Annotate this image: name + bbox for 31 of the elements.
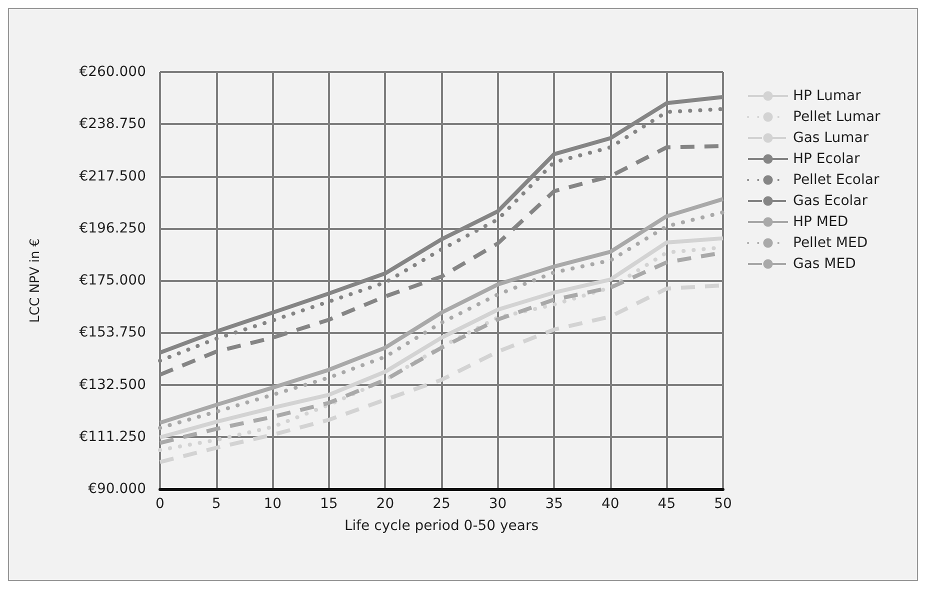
legend-label: HP Ecolar [793, 151, 860, 167]
x-tick-label: 45 [658, 496, 676, 512]
legend-label: HP MED [793, 214, 848, 230]
y-tick-label: €175.000 [79, 272, 146, 288]
legend-label: Gas MED [793, 256, 856, 272]
x-tick-label: 25 [432, 496, 450, 512]
x-tick-label: 0 [156, 496, 164, 512]
x-tick-label: 5 [212, 496, 221, 512]
legend-label: Pellet MED [793, 235, 868, 251]
y-tick-label: €90.000 [88, 481, 146, 497]
x-tick-label: 30 [488, 496, 507, 512]
y-tick-label: €153.750 [79, 324, 146, 341]
y-tick-label: €196.250 [79, 220, 146, 236]
y-tick-label: €260.000 [79, 64, 146, 80]
x-tick-label: 40 [601, 496, 620, 512]
x-tick-label: 10 [264, 496, 282, 512]
legend-label: Pellet Lumar [793, 109, 881, 125]
y-tick-label: €238.750 [79, 116, 146, 132]
legend-label: Pellet Ecolar [793, 172, 880, 188]
legend-label: HP Lumar [793, 88, 862, 104]
legend-label: Gas Ecolar [793, 193, 868, 209]
x-tick-label: 20 [376, 496, 394, 512]
x-axis-title: Life cycle period 0-50 years [344, 518, 539, 534]
y-axis-title: LCC NPV in € [28, 238, 43, 323]
x-tick-label: 15 [320, 496, 338, 512]
x-tick-label: 35 [545, 496, 564, 512]
legend-label: Gas Lumar [793, 130, 869, 146]
y-tick-label: €217.500 [79, 168, 146, 184]
x-tick-label: 50 [714, 496, 732, 512]
y-tick-label: €111.250 [79, 428, 146, 445]
y-tick-label: €132.500 [79, 376, 146, 393]
